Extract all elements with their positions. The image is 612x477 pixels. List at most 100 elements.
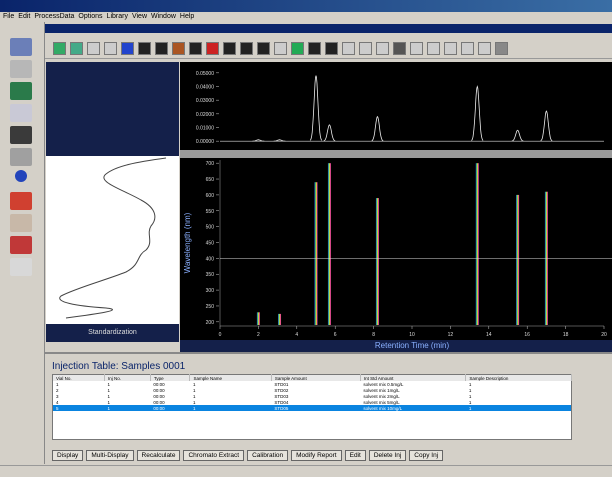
- x-tick-label: 16: [524, 332, 530, 338]
- menu-item[interactable]: Edit: [18, 13, 31, 20]
- toolbar-button[interactable]: [308, 42, 321, 55]
- toolbar-button[interactable]: [104, 42, 117, 55]
- column-header: Sample Description: [465, 374, 572, 381]
- x-tick-label: 4: [295, 332, 298, 338]
- button[interactable]: Chromato Extract: [183, 450, 245, 461]
- spectrum-line: [59, 157, 167, 319]
- table-cell: 3: [56, 393, 59, 399]
- toolbar-button[interactable]: [325, 42, 338, 55]
- x-tick-label: 0: [219, 332, 222, 338]
- toolbar-button[interactable]: [478, 42, 491, 55]
- table-cell: 1: [107, 399, 111, 405]
- column-header: Sample Name: [189, 374, 272, 381]
- table-row[interactable]: 4 1 00:00 1 STD04 solvent mix 5mg/L 1: [53, 399, 572, 405]
- spectrum-plot: [46, 156, 179, 324]
- toolbar-button[interactable]: [206, 42, 219, 55]
- table-cell: 1: [56, 381, 59, 387]
- contour-band: [327, 163, 331, 325]
- y-tick-label: 0.00000: [196, 139, 214, 145]
- table-cell: 2: [56, 387, 59, 393]
- table-row[interactable]: 2 1 00:00 1 STD02 solvent mix 1mg/L 1: [53, 387, 572, 393]
- chart-area: Wavelength (nm) Retention Time (min) 0.0…: [180, 62, 612, 352]
- menu-item[interactable]: File: [3, 13, 15, 20]
- toolbar-button[interactable]: [444, 42, 457, 55]
- contour-band: [256, 312, 260, 325]
- toolbar-button[interactable]: [376, 42, 389, 55]
- toolbar-button[interactable]: [410, 42, 423, 55]
- toolbar: [45, 38, 612, 59]
- table-cell: 1: [468, 381, 472, 387]
- table-cell: 1: [107, 387, 111, 393]
- table-row[interactable]: 1 1 00:00 1 STD01 solvent mix 0.5mg/L 1: [53, 381, 572, 387]
- toolbar-button[interactable]: [461, 42, 474, 55]
- button[interactable]: Multi-Display: [86, 450, 134, 461]
- table-cell: 1: [468, 393, 472, 399]
- peak: [371, 115, 384, 142]
- button[interactable]: Delete Inj: [368, 450, 407, 461]
- tool-icon[interactable]: [10, 126, 32, 144]
- x-tick-label: 18: [563, 332, 569, 338]
- y-tick-label: 0.02000: [196, 112, 214, 118]
- button[interactable]: Calibration: [247, 450, 289, 461]
- toolbar-button[interactable]: [53, 42, 66, 55]
- table-cell: 1: [107, 393, 111, 399]
- column-header: Int Std Amount: [360, 374, 467, 381]
- menu-item[interactable]: Help: [179, 13, 195, 20]
- menu-item[interactable]: Window: [151, 13, 176, 20]
- tool-icon[interactable]: [10, 82, 32, 100]
- toolbar-button[interactable]: [121, 42, 134, 55]
- tool-icon[interactable]: [10, 258, 32, 276]
- toolbar-button[interactable]: [359, 42, 372, 55]
- y-tick-label: 200: [206, 320, 215, 326]
- tool-icon[interactable]: [10, 214, 32, 232]
- toolbar-button[interactable]: [138, 42, 151, 55]
- peak: [511, 129, 524, 142]
- menu-item[interactable]: View: [131, 13, 147, 20]
- menu-bar: File Edit ProcessData Options Library View Win…: [0, 12, 612, 22]
- contour-band: [475, 163, 479, 325]
- tool-icon[interactable]: [10, 60, 32, 78]
- toolbar-button[interactable]: [495, 42, 508, 55]
- toolbar-button[interactable]: [155, 42, 168, 55]
- toolbar-button[interactable]: [427, 42, 440, 55]
- y-tick-label: 450: [206, 241, 215, 247]
- button[interactable]: Copy Inj: [409, 450, 444, 461]
- toolbar-button[interactable]: [393, 42, 406, 55]
- toolbar-button[interactable]: [172, 42, 185, 55]
- button[interactable]: Edit: [344, 450, 366, 461]
- tool-icon[interactable]: [10, 38, 32, 56]
- table-row[interactable]: 3 1 00:00 1 STD03 solvent mix 2mg/L 1: [53, 393, 572, 399]
- tool-icon[interactable]: [15, 170, 27, 182]
- toolbar-button[interactable]: [223, 42, 236, 55]
- menu-item[interactable]: Options: [78, 13, 103, 20]
- toolbar-button[interactable]: [70, 42, 83, 55]
- y-tick-label: 0.01000: [196, 126, 214, 132]
- toolbar-button[interactable]: [87, 42, 100, 55]
- spectrum-header: [46, 62, 179, 156]
- tool-icon[interactable]: [10, 236, 32, 254]
- table-row[interactable]: 5 1 00:00 1 STD05 solvent mix 10mg/L 1: [52, 405, 572, 411]
- tool-icon[interactable]: [10, 148, 32, 166]
- tool-icon[interactable]: [10, 192, 32, 210]
- table-cell: STD01: [274, 381, 289, 387]
- toolbar-button[interactable]: [274, 42, 287, 55]
- table-cell: STD05: [271, 405, 361, 411]
- menu-item[interactable]: ProcessData: [34, 13, 75, 20]
- menu-item[interactable]: Library: [106, 13, 128, 20]
- tool-icon[interactable]: [10, 104, 32, 122]
- toolbar-button[interactable]: [240, 42, 253, 55]
- button[interactable]: Display: [52, 450, 84, 461]
- splitter: [180, 150, 612, 158]
- y-tick-label: 550: [206, 209, 215, 215]
- toolbar-button[interactable]: [291, 42, 304, 55]
- button[interactable]: Modify Report: [291, 450, 342, 461]
- x-tick-label: 14: [486, 332, 492, 338]
- injection-title: Injection Table: Samples 0001: [52, 361, 186, 372]
- button[interactable]: Recalculate: [136, 450, 181, 461]
- toolbar-button[interactable]: [189, 42, 202, 55]
- toolbar-button[interactable]: [257, 42, 270, 55]
- injection-table: Vial No. Inj No. Type Sample Name Sample Amo…: [52, 374, 572, 440]
- toolbar-button[interactable]: [342, 42, 355, 55]
- table-cell: solvent mix 0.5mg/L: [363, 381, 404, 387]
- left-toolbar: [0, 22, 45, 464]
